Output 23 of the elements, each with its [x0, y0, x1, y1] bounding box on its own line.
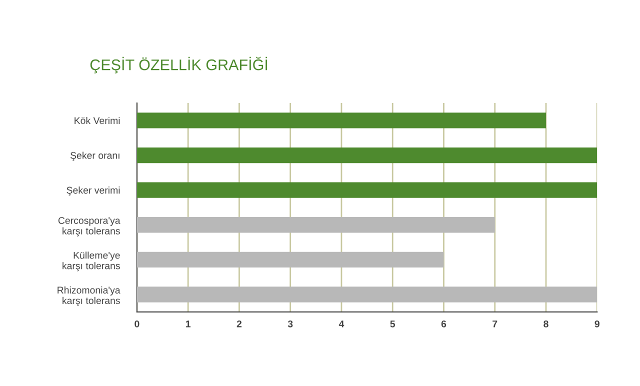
- x-tick-label: 0: [134, 320, 140, 328]
- y-tick-label: Kök Verimi: [74, 116, 120, 124]
- x-tick-label: 8: [544, 320, 548, 328]
- bar: [136, 147, 598, 164]
- x-tick-label: 5: [390, 320, 396, 328]
- x-tick-label: 2: [236, 320, 242, 328]
- x-tick-label: 3: [288, 320, 293, 328]
- chart-title: ÇEŞİT ÖZELLİK GRAFİĞİ: [90, 56, 268, 74]
- bar: [136, 217, 495, 233]
- y-tick-label: Şeker verimi: [66, 186, 120, 196]
- y-tick-label: Rhizomonia'ya karşı tolerans: [58, 286, 120, 306]
- x-tick-label: 6: [441, 320, 446, 328]
- y-tick-label: Cercospora'ya karşı tolerans: [58, 217, 120, 236]
- x-tick-label: 4: [338, 320, 344, 328]
- bar: [136, 182, 598, 198]
- x-tick-label: 7: [492, 320, 498, 328]
- bar: [136, 112, 546, 128]
- x-tick-label: 1: [186, 320, 191, 328]
- bar: [136, 252, 444, 268]
- bar: [136, 286, 598, 302]
- y-tick-label: Şeker oranı: [70, 152, 120, 161]
- x-tick-label: 9: [594, 320, 600, 328]
- y-tick-label: Külleme'ye karşı tolerans: [62, 252, 120, 272]
